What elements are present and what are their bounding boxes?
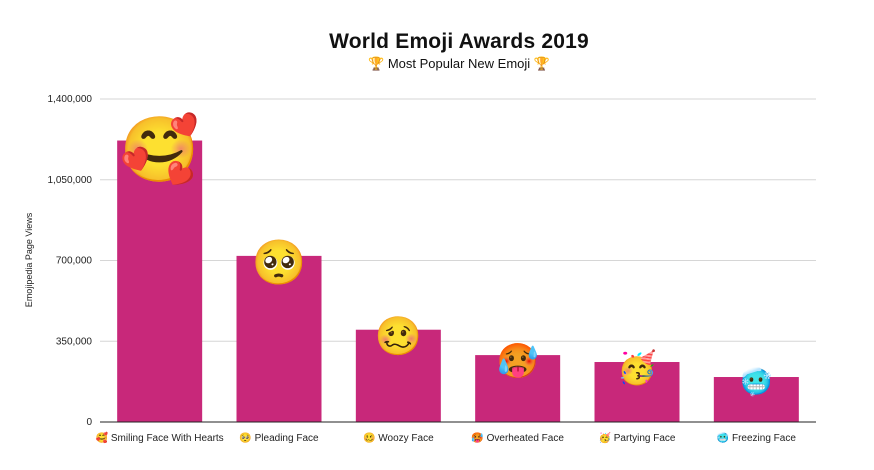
bar — [236, 255, 322, 422]
x-tick-label: 🥰 Smiling Face With Hearts — [96, 431, 224, 444]
bar-emojis: 🥰 🥺 🥴 🥵 🥳 🥶 — [120, 111, 773, 397]
x-tick-emoji: 🥳 — [599, 431, 611, 444]
bar-emoji: 🥶 — [740, 366, 772, 398]
y-tick-label: 700,000 — [56, 256, 93, 267]
chart-title: World Emoji Awards 2019 — [329, 30, 589, 53]
bar-emoji: 🥳 — [617, 348, 657, 385]
y-axis-ticks: 0 350,000 700,000 1,050,000 1,400,000 — [48, 94, 93, 428]
x-tick-label: 🥵 Overheated Face — [471, 432, 564, 444]
bar-emoji: 🥴 — [375, 315, 422, 358]
y-tick-label: 1,050,000 — [48, 175, 93, 186]
x-tick-label: 🥶 Freezing Face — [717, 431, 797, 444]
y-tick-label: 350,000 — [56, 336, 93, 347]
bar-emoji: 🥺 — [252, 239, 307, 288]
bar — [594, 362, 680, 422]
bar-emoji: 🥰 — [120, 111, 200, 185]
bar — [713, 377, 799, 422]
x-tick-text: Pleading Face — [252, 433, 319, 444]
x-tick-emoji: 🥴 — [363, 432, 375, 444]
bar-emoji: 🥵 — [496, 342, 538, 380]
x-tick-text: Overheated Face — [484, 433, 564, 444]
y-axis-label: Emojipedia Page Views — [24, 212, 34, 307]
chart-subtitle: 🏆 Most Popular New Emoji 🏆 — [368, 56, 550, 71]
x-tick-text: Freezing Face — [729, 433, 796, 444]
x-tick-emoji: 🥶 — [717, 431, 730, 444]
bar — [355, 329, 441, 422]
gridlines — [100, 98, 816, 342]
x-tick-label: 🥳 Partying Face — [599, 431, 676, 444]
x-tick-label: 🥺 Pleading Face — [239, 432, 319, 444]
x-tick-text: Woozy Face — [375, 433, 434, 444]
y-tick-label: 1,400,000 — [48, 94, 93, 105]
bar — [475, 355, 561, 422]
y-tick-label: 0 — [86, 417, 92, 428]
x-axis-labels: 🥰 Smiling Face With Hearts 🥺 Pleading Fac… — [96, 431, 797, 444]
x-tick-emoji: 🥰 — [96, 431, 109, 444]
x-tick-text: Smiling Face With Hearts — [108, 433, 224, 444]
x-tick-emoji: 🥵 — [471, 432, 484, 444]
bars — [117, 140, 799, 422]
x-tick-text: Partying Face — [611, 433, 676, 444]
x-tick-emoji: 🥺 — [239, 432, 251, 444]
bar — [117, 140, 203, 422]
x-tick-label: 🥴 Woozy Face — [363, 432, 434, 444]
